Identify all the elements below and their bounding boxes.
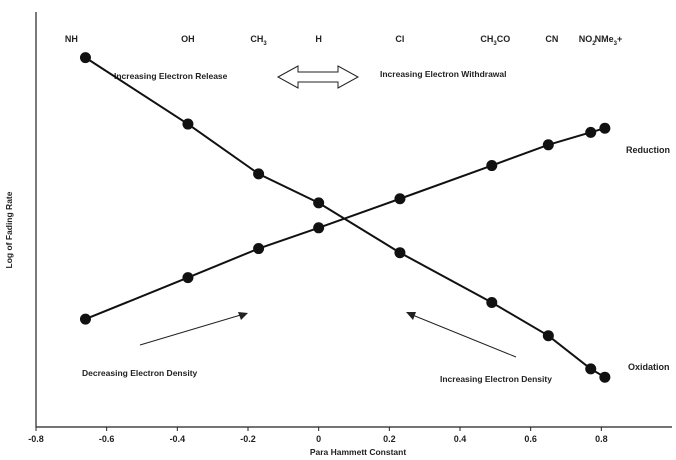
x-tick-label: -0.4 [170, 434, 186, 444]
x-axis-title: Para Hammett Constant [310, 447, 407, 457]
data-point-oxidation [599, 371, 611, 383]
x-axis-ticks: -0.8 -0.6 -0.4 -0.2 0 0.2 0.4 0.6 0.8 [28, 427, 608, 444]
x-tick-label: 0.8 [595, 434, 608, 444]
substituent-label: OH [181, 34, 195, 44]
annotation-decreasing-density: Decreasing Electron Density [82, 368, 198, 378]
data-point-reduction [542, 139, 554, 151]
annotation-increasing-density: Increasing Electron Density [440, 374, 552, 384]
double-arrow-icon [276, 65, 360, 89]
series-label-oxidation: Oxidation [628, 362, 670, 372]
substituent-label: NO2 [579, 34, 597, 47]
substituent-label: CH3CO [480, 34, 510, 47]
x-tick-label: -0.2 [240, 434, 256, 444]
data-point-oxidation [585, 363, 597, 375]
x-tick-label: -0.6 [99, 434, 115, 444]
data-point-reduction [182, 272, 194, 284]
data-point-oxidation [313, 197, 325, 209]
annotation-withdrawal: Increasing Electron Withdrawal [380, 69, 507, 79]
series-line-reduction [85, 127, 606, 321]
series-label-reduction: Reduction [626, 145, 670, 155]
x-tick-label: -0.8 [28, 434, 44, 444]
data-point-oxidation [394, 247, 406, 259]
data-point-oxidation [253, 168, 265, 180]
substituent-label: CN [545, 34, 558, 44]
data-point-oxidation [486, 297, 498, 308]
substituent-label: H [315, 34, 322, 44]
data-point-reduction [79, 313, 91, 325]
x-tick-label: 0 [316, 434, 321, 444]
substituent-label: CH3 [250, 34, 267, 47]
data-point-reduction [585, 126, 597, 138]
data-point-reduction [253, 243, 265, 255]
x-tick-label: 0.6 [524, 434, 537, 444]
data-point-reduction [394, 193, 406, 205]
x-tick-label: 0.2 [383, 434, 396, 444]
substituent-label: NH [65, 34, 78, 44]
data-point-oxidation [79, 52, 91, 64]
substituent-label: NMe3+ [595, 34, 623, 47]
data-point-reduction [486, 160, 498, 172]
increasing-density-arrow [406, 312, 517, 358]
decreasing-density-arrow [139, 312, 248, 346]
y-axis-title: Log of Fading Rate [4, 191, 14, 268]
data-point-reduction [313, 222, 325, 234]
series-layer [79, 52, 611, 383]
data-point-reduction [599, 122, 611, 134]
data-point-oxidation [542, 330, 554, 342]
data-point-oxidation [182, 118, 194, 130]
substituent-label: Cl [395, 34, 404, 44]
annotation-release: Increasing Electron Release [114, 71, 228, 81]
x-tick-label: 0.4 [454, 434, 467, 444]
